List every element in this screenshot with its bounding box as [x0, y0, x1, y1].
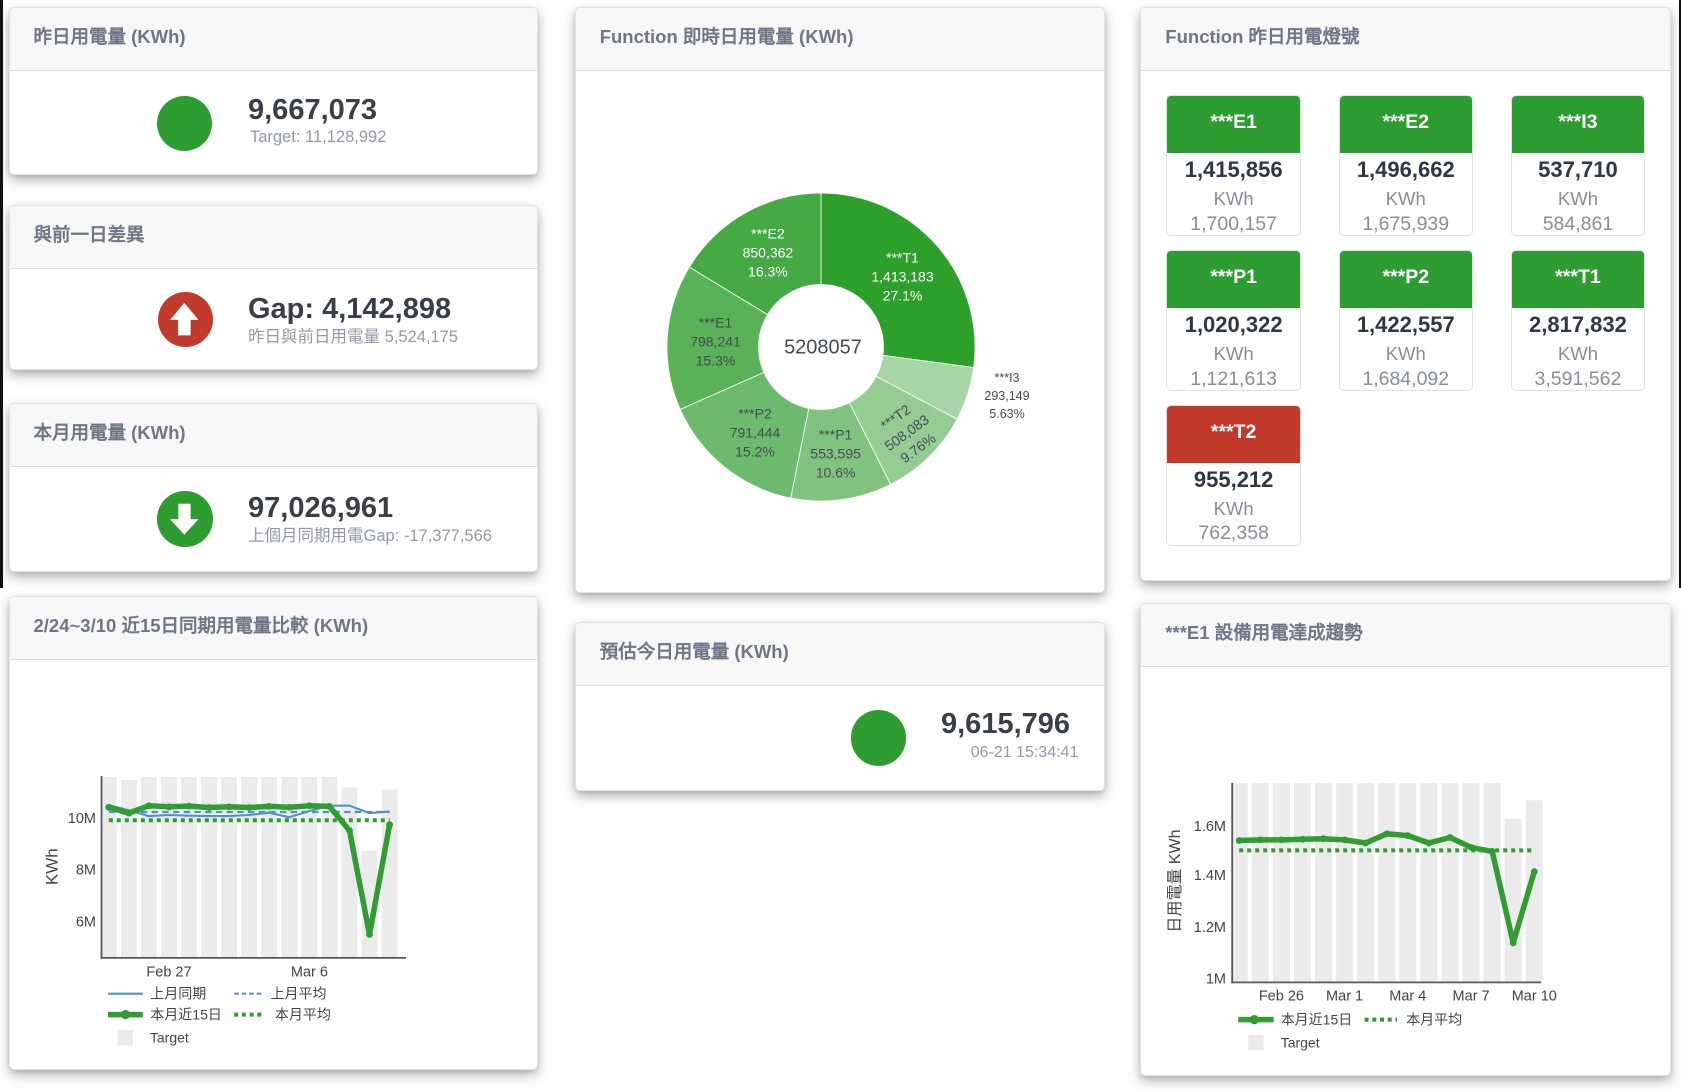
svg-text:1.4M: 1.4M	[1194, 868, 1226, 884]
svg-text:日用電量 KWh: 日用電量 KWh	[1167, 829, 1184, 932]
svg-text:上月平均: 上月平均	[271, 986, 327, 1002]
svg-text:Target: Target	[150, 1030, 189, 1046]
svg-text:Target: Target	[1281, 1035, 1320, 1051]
svg-text:Mar 10: Mar 10	[1512, 989, 1557, 1005]
svg-text:1M: 1M	[1206, 972, 1226, 988]
svg-text:上月同期: 上月同期	[150, 986, 206, 1002]
svg-text:Mar 1: Mar 1	[1326, 989, 1363, 1005]
svg-text:本月近15日: 本月近15日	[150, 1007, 222, 1023]
svg-text:Mar 4: Mar 4	[1389, 989, 1426, 1005]
svg-text:Mar 6: Mar 6	[291, 965, 328, 981]
svg-text:Feb 26: Feb 26	[1259, 989, 1304, 1005]
svg-text:Mar 7: Mar 7	[1453, 989, 1490, 1005]
svg-text:1.6M: 1.6M	[1194, 819, 1226, 835]
svg-text:10M: 10M	[68, 811, 96, 827]
svg-text:8M: 8M	[76, 863, 96, 879]
svg-text:本月近15日: 本月近15日	[1281, 1012, 1353, 1028]
svg-text:KWh: KWh	[43, 848, 62, 885]
svg-text:6M: 6M	[76, 914, 96, 930]
svg-text:本月平均: 本月平均	[1406, 1012, 1462, 1028]
svg-text:本月平均: 本月平均	[275, 1007, 331, 1023]
svg-text:Feb 27: Feb 27	[146, 965, 191, 981]
svg-text:1.2M: 1.2M	[1194, 920, 1226, 936]
